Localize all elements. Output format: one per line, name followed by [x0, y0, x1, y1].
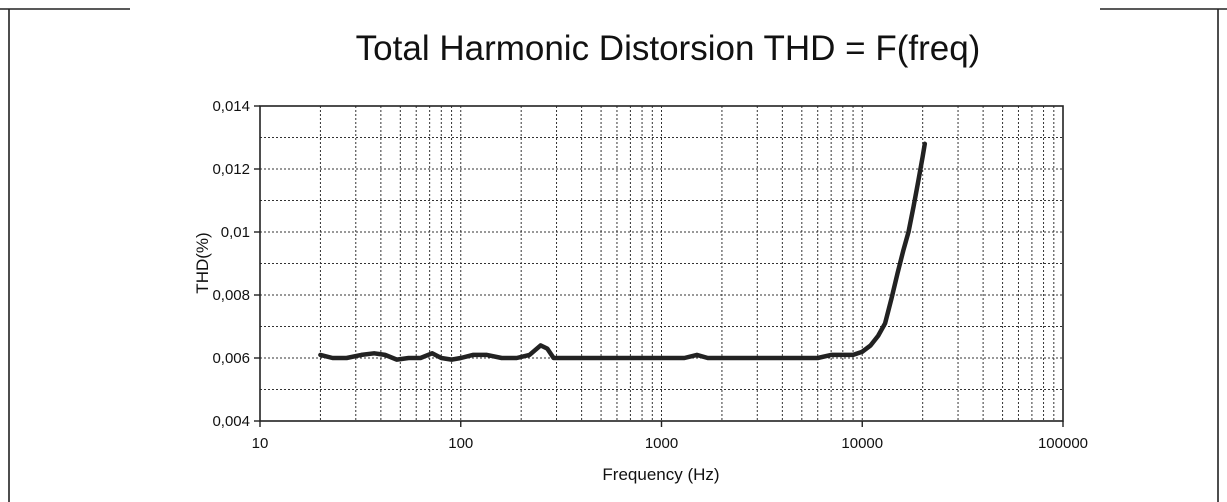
y-tick-label: 0,004	[212, 413, 250, 430]
y-tick-label: 0,014	[212, 98, 250, 115]
x-axis-label: Frequency (Hz)	[602, 465, 719, 484]
x-tick-label: 100000	[1038, 435, 1088, 452]
x-axis-ticks: 10 100 1000 10000 100000	[252, 421, 1088, 452]
y-axis-ticks: 0,004 0,006 0,008 0,01 0,012 0,014	[212, 98, 260, 430]
x-tick-label: 10000	[841, 435, 883, 452]
y-tick-label: 0,008	[212, 287, 250, 304]
series-line-0	[318, 141, 928, 362]
x-tick-label: 10	[252, 435, 269, 452]
series-layer	[318, 141, 928, 362]
grid	[260, 106, 1063, 421]
x-tick-label: 100	[448, 435, 473, 452]
x-tick-label: 1000	[645, 435, 678, 452]
y-tick-label: 0,006	[212, 350, 250, 367]
y-tick-label: 0,012	[212, 161, 250, 178]
y-tick-label: 0,01	[221, 224, 250, 241]
chart-title: Total Harmonic Distorsion THD = F(freq)	[356, 29, 981, 68]
y-axis-label: THD(%)	[193, 232, 212, 293]
page-frame	[0, 8, 1227, 502]
